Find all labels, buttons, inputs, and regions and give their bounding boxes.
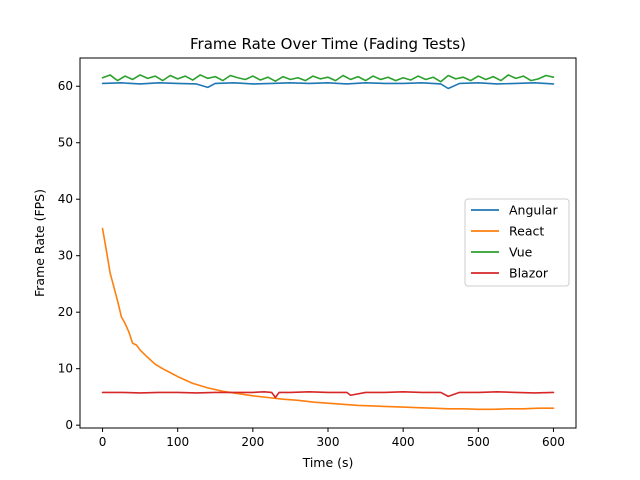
- legend-label-react: React: [509, 224, 544, 239]
- y-tick-label: 60: [58, 79, 73, 93]
- legend-box: [464, 198, 570, 287]
- x-tick-label: 0: [99, 435, 107, 449]
- x-tick-label: 600: [542, 435, 565, 449]
- y-tick-label: 50: [58, 136, 73, 150]
- y-tick-label: 30: [58, 249, 73, 263]
- legend-label-angular: Angular: [509, 203, 558, 218]
- y-tick-label: 20: [58, 305, 73, 319]
- series-line-blazor: [101, 391, 555, 399]
- series-lines: [101, 74, 555, 411]
- x-axis: 0 100 200 300 400 500 600: [99, 428, 565, 449]
- x-tick-label: 100: [166, 435, 189, 449]
- x-tick-label: 200: [241, 435, 264, 449]
- x-tick-label: 500: [467, 435, 490, 449]
- y-tick-label: 10: [58, 362, 73, 376]
- x-axis-label: Time (s): [302, 455, 354, 470]
- y-axis-label: Frame Rate (FPS): [32, 189, 47, 297]
- chart-title: Frame Rate Over Time (Fading Tests): [190, 35, 466, 53]
- series-line-vue: [101, 74, 555, 83]
- x-tick-label: 300: [317, 435, 340, 449]
- y-tick-label: 40: [58, 192, 73, 206]
- x-tick-label: 400: [392, 435, 415, 449]
- legend: Angular React Vue Blazor: [464, 198, 570, 287]
- legend-label-blazor: Blazor: [509, 266, 549, 281]
- y-tick-label: 0: [65, 418, 73, 432]
- series-line-angular: [101, 82, 555, 90]
- legend-label-vue: Vue: [509, 245, 533, 260]
- y-axis: 0 10 20 30 40 50 60: [58, 79, 80, 432]
